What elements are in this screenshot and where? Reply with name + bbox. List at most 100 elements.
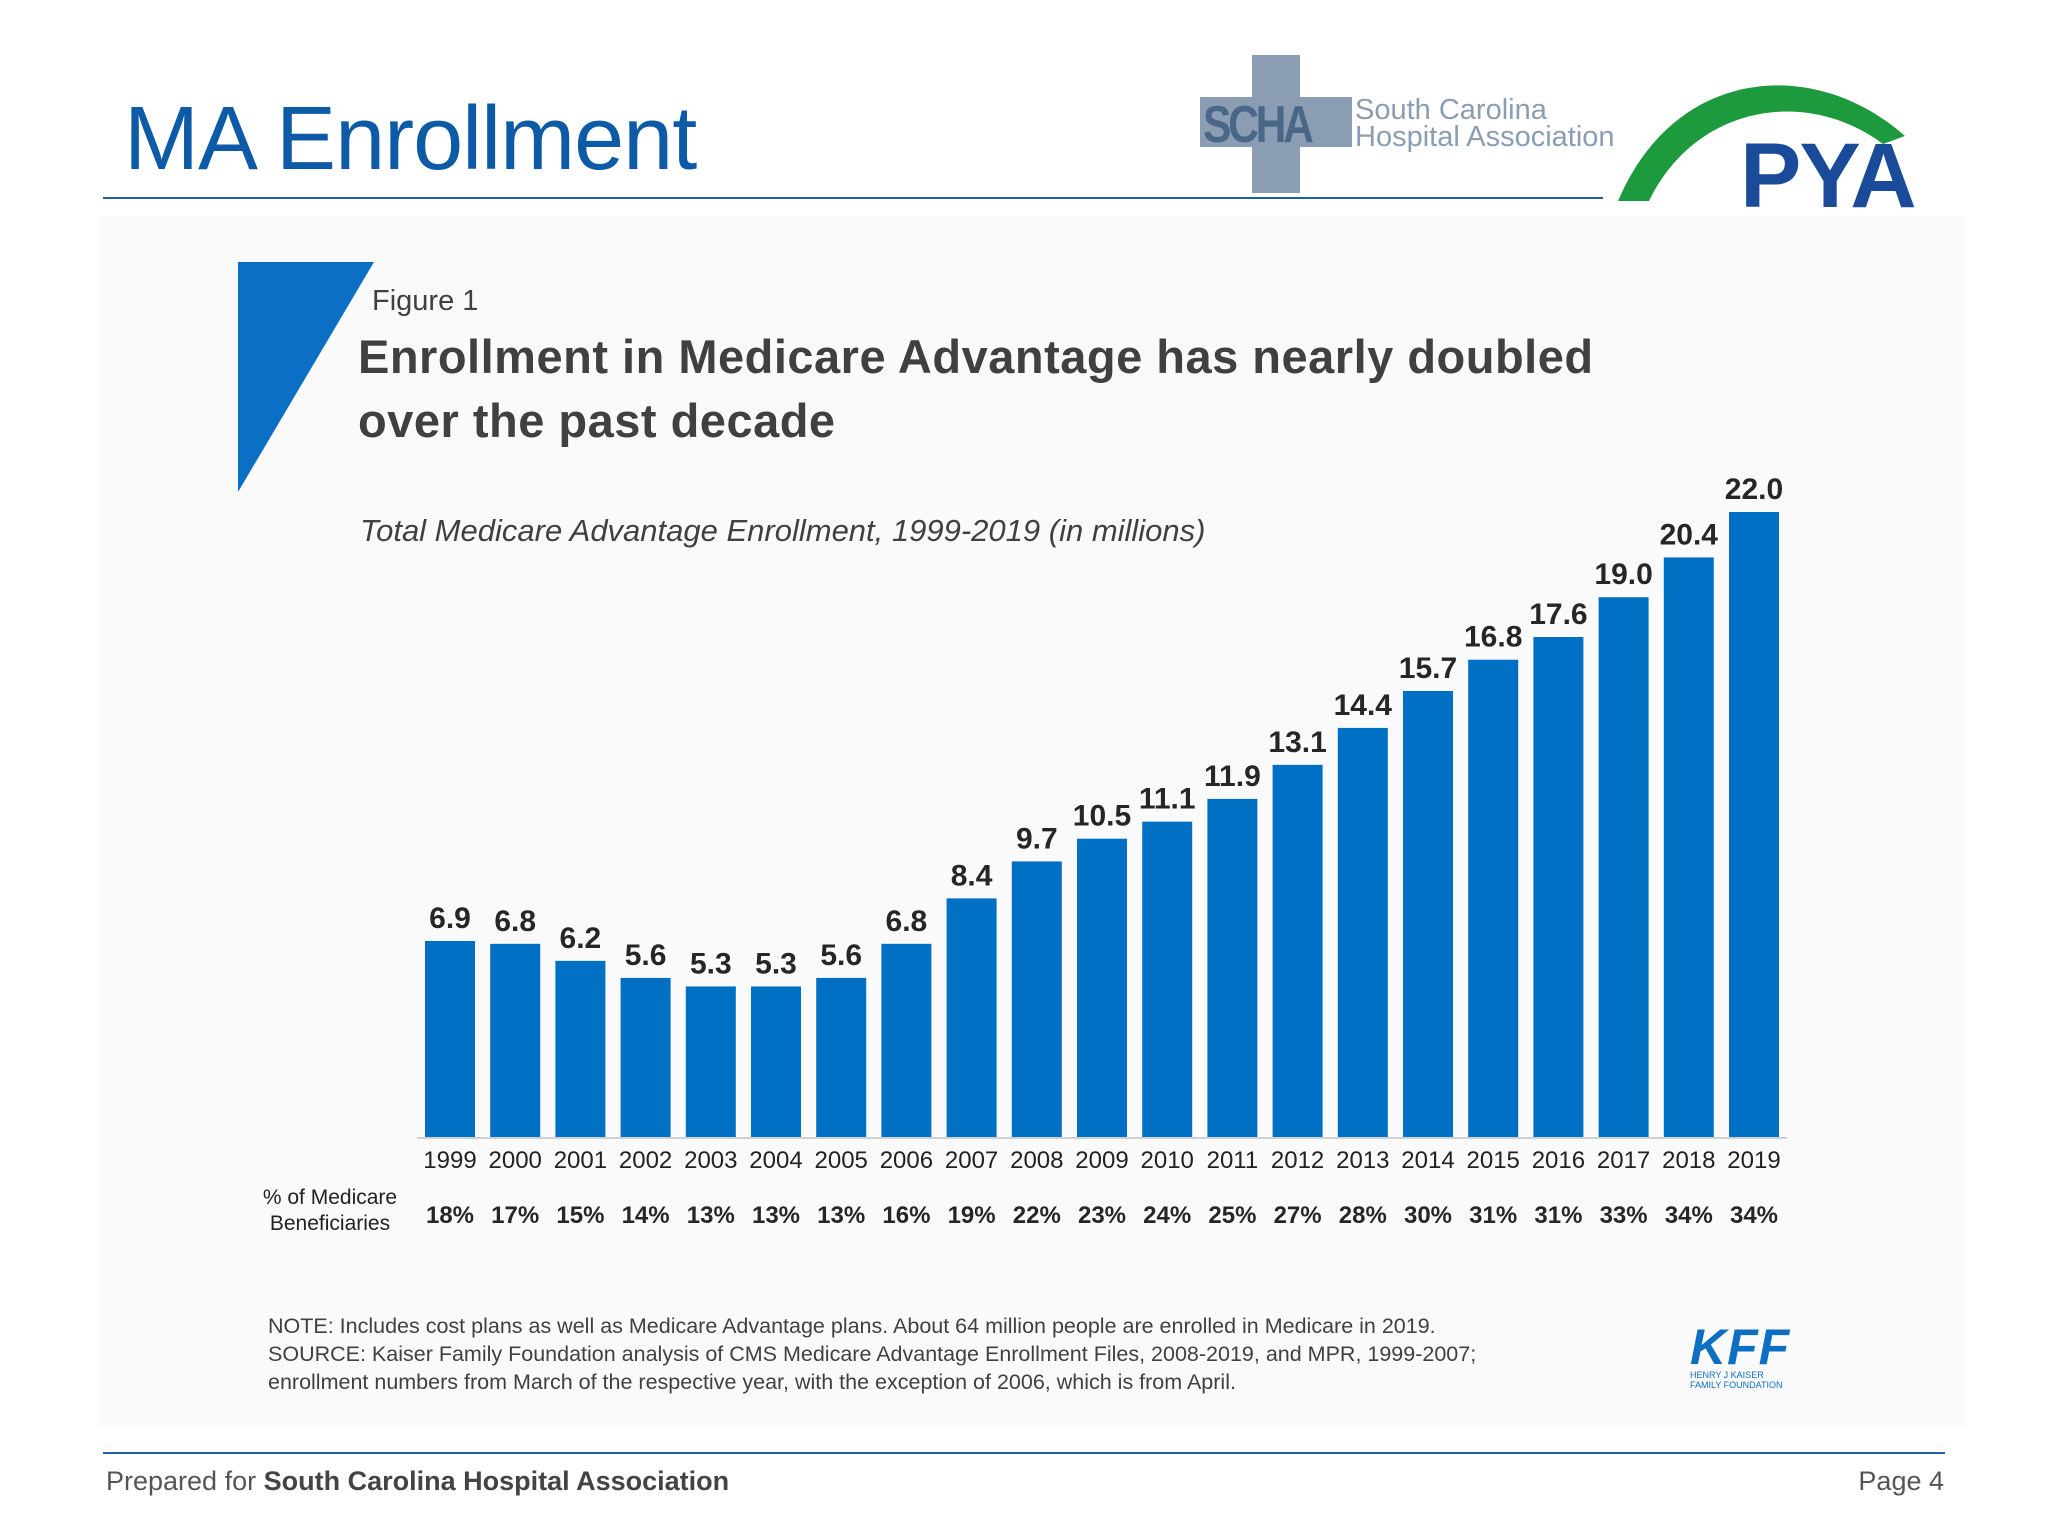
value-label-2004: 5.3 bbox=[755, 947, 797, 980]
schca-name-line2: Hospital Association bbox=[1355, 121, 1615, 153]
pct-label-2017: 33% bbox=[1600, 1202, 1648, 1229]
value-label-1999: 6.9 bbox=[429, 902, 471, 935]
footer-prepared-for: Prepared for South Carolina Hospital Ass… bbox=[106, 1466, 729, 1497]
slide-title: MA Enrollment bbox=[124, 89, 697, 189]
year-label-2010: 2010 bbox=[1141, 1147, 1194, 1174]
pct-label-2005: 13% bbox=[817, 1202, 865, 1229]
year-label-2016: 2016 bbox=[1532, 1147, 1585, 1174]
pct-label-2018: 34% bbox=[1665, 1202, 1713, 1229]
value-label-2017: 19.0 bbox=[1594, 558, 1652, 591]
chart-note: NOTE: Includes cost plans as well as Med… bbox=[268, 1312, 1476, 1396]
value-label-2006: 6.8 bbox=[886, 905, 928, 938]
bar-2016 bbox=[1533, 637, 1584, 1137]
pct-label-2000: 17% bbox=[491, 1202, 539, 1229]
bar-2008 bbox=[1011, 861, 1062, 1137]
value-label-2016: 17.6 bbox=[1529, 598, 1587, 631]
pct-label-1999: 18% bbox=[426, 1202, 474, 1229]
year-label-2013: 2013 bbox=[1336, 1147, 1389, 1174]
year-label-2008: 2008 bbox=[1010, 1147, 1063, 1174]
year-label-2012: 2012 bbox=[1271, 1147, 1324, 1174]
kff-name-line2: FAMILY FOUNDATION bbox=[1690, 1380, 1783, 1390]
value-label-2003: 5.3 bbox=[690, 947, 732, 980]
year-label-2003: 2003 bbox=[684, 1147, 737, 1174]
chart-subtitle: Total Medicare Advantage Enrollment, 199… bbox=[360, 513, 1206, 548]
value-label-2019: 22.0 bbox=[1725, 473, 1783, 506]
footer-divider bbox=[103, 1452, 1945, 1454]
bar-2003 bbox=[685, 986, 736, 1137]
bar-2017 bbox=[1598, 597, 1649, 1137]
year-label-2018: 2018 bbox=[1662, 1147, 1715, 1174]
note-line1: NOTE: Includes cost plans as well as Med… bbox=[268, 1314, 1436, 1338]
year-label-2004: 2004 bbox=[749, 1147, 802, 1174]
value-label-2005: 5.6 bbox=[820, 939, 862, 972]
figure-title-line2: over the past decade bbox=[358, 394, 836, 447]
year-label-2015: 2015 bbox=[1467, 1147, 1520, 1174]
schca-cross-horizontal bbox=[1200, 97, 1352, 147]
note-line3: enrollment numbers from March of the res… bbox=[268, 1370, 1236, 1394]
bar-2013 bbox=[1337, 727, 1388, 1137]
year-label-2006: 2006 bbox=[880, 1147, 933, 1174]
pct-label-2016: 31% bbox=[1534, 1202, 1582, 1229]
pct-row-label-line2: Beneficiaries bbox=[269, 1212, 391, 1235]
pct-label-2008: 22% bbox=[1013, 1202, 1061, 1229]
pct-labels-group: 18% 17% 15% 14% 13% 13% 13% 16% 19% 22% 23% 24% 25% 2… bbox=[426, 1202, 1778, 1229]
kff-name: HENRY J KAISER FAMILY FOUNDATION bbox=[1690, 1370, 1783, 1390]
value-label-2010: 11.1 bbox=[1139, 783, 1196, 816]
pct-label-2009: 23% bbox=[1078, 1202, 1126, 1229]
year-label-2001: 2001 bbox=[554, 1147, 607, 1174]
title-divider bbox=[103, 197, 1603, 199]
bar-2010 bbox=[1142, 821, 1193, 1137]
value-label-2014: 15.7 bbox=[1399, 652, 1457, 685]
bar-2015 bbox=[1468, 659, 1519, 1137]
schca-name: South Carolina Hospital Association bbox=[1355, 96, 1615, 153]
bars-group bbox=[425, 512, 1779, 1137]
figure-panel bbox=[97, 216, 1967, 1426]
bar-1999 bbox=[425, 940, 475, 1137]
year-label-2005: 2005 bbox=[815, 1147, 868, 1174]
pct-label-2015: 31% bbox=[1469, 1202, 1517, 1229]
kff-abbreviation: KFF bbox=[1690, 1319, 1791, 1375]
pct-label-2003: 13% bbox=[687, 1202, 735, 1229]
bar-2006 bbox=[881, 943, 932, 1137]
pct-label-2002: 14% bbox=[622, 1202, 670, 1229]
bar-2009 bbox=[1077, 838, 1127, 1137]
bar-2019 bbox=[1729, 512, 1779, 1137]
footer-prefix-text: Prepared for bbox=[106, 1466, 264, 1496]
bar-2002 bbox=[620, 977, 671, 1137]
kff-name-line1: HENRY J KAISER bbox=[1690, 1370, 1764, 1380]
pct-label-2019: 34% bbox=[1730, 1202, 1778, 1229]
value-label-2009: 10.5 bbox=[1073, 800, 1131, 833]
pct-label-2006: 16% bbox=[882, 1202, 930, 1229]
schca-logo: SCHA South Carolina Hospital Association bbox=[1200, 55, 1625, 195]
figure-label: Figure 1 bbox=[372, 285, 479, 317]
figure-title-line1: Enrollment in Medicare Advantage has nea… bbox=[358, 330, 1594, 383]
bar-2007 bbox=[946, 898, 997, 1137]
bar-2014 bbox=[1403, 690, 1453, 1137]
pct-label-2013: 28% bbox=[1339, 1202, 1387, 1229]
pya-wordmark: PYA bbox=[1740, 125, 1917, 227]
year-label-2000: 2000 bbox=[489, 1147, 542, 1174]
value-label-2002: 5.6 bbox=[625, 939, 667, 972]
value-label-2011: 11.9 bbox=[1204, 760, 1261, 793]
pct-label-2014: 30% bbox=[1404, 1202, 1452, 1229]
year-label-1999: 1999 bbox=[423, 1147, 476, 1174]
year-label-2009: 2009 bbox=[1075, 1147, 1128, 1174]
footer-org: South Carolina Hospital Association bbox=[263, 1466, 730, 1496]
pya-logo: PYA bbox=[1615, 66, 1945, 227]
year-labels-group: 1999 2000 2001 2002 2003 2004 2005 2006 2007 2008… bbox=[423, 1147, 1780, 1174]
value-label-2007: 8.4 bbox=[951, 859, 993, 892]
bar-2018 bbox=[1663, 557, 1714, 1137]
value-label-2018: 20.4 bbox=[1660, 518, 1719, 551]
pct-label-2011: 25% bbox=[1208, 1202, 1256, 1229]
pct-row-label-line1: % of Medicare bbox=[262, 1186, 398, 1209]
pct-label-2007: 19% bbox=[948, 1202, 996, 1229]
value-label-2012: 13.1 bbox=[1268, 726, 1326, 759]
value-labels-group: 6.9 6.8 6.2 5.6 5.3 5.3 5.6 6.8 8.4 9.7 10.511.111… bbox=[429, 473, 1783, 980]
figure-accent-triangle bbox=[238, 262, 374, 492]
page-number: Page 4 bbox=[1858, 1466, 1944, 1496]
bar-2000 bbox=[490, 943, 541, 1137]
figure-title: Enrollment in Medicare Advantage has nea… bbox=[358, 325, 1594, 453]
bar-2011 bbox=[1207, 798, 1258, 1137]
schca-abbreviation: SCHA bbox=[1203, 96, 1314, 154]
